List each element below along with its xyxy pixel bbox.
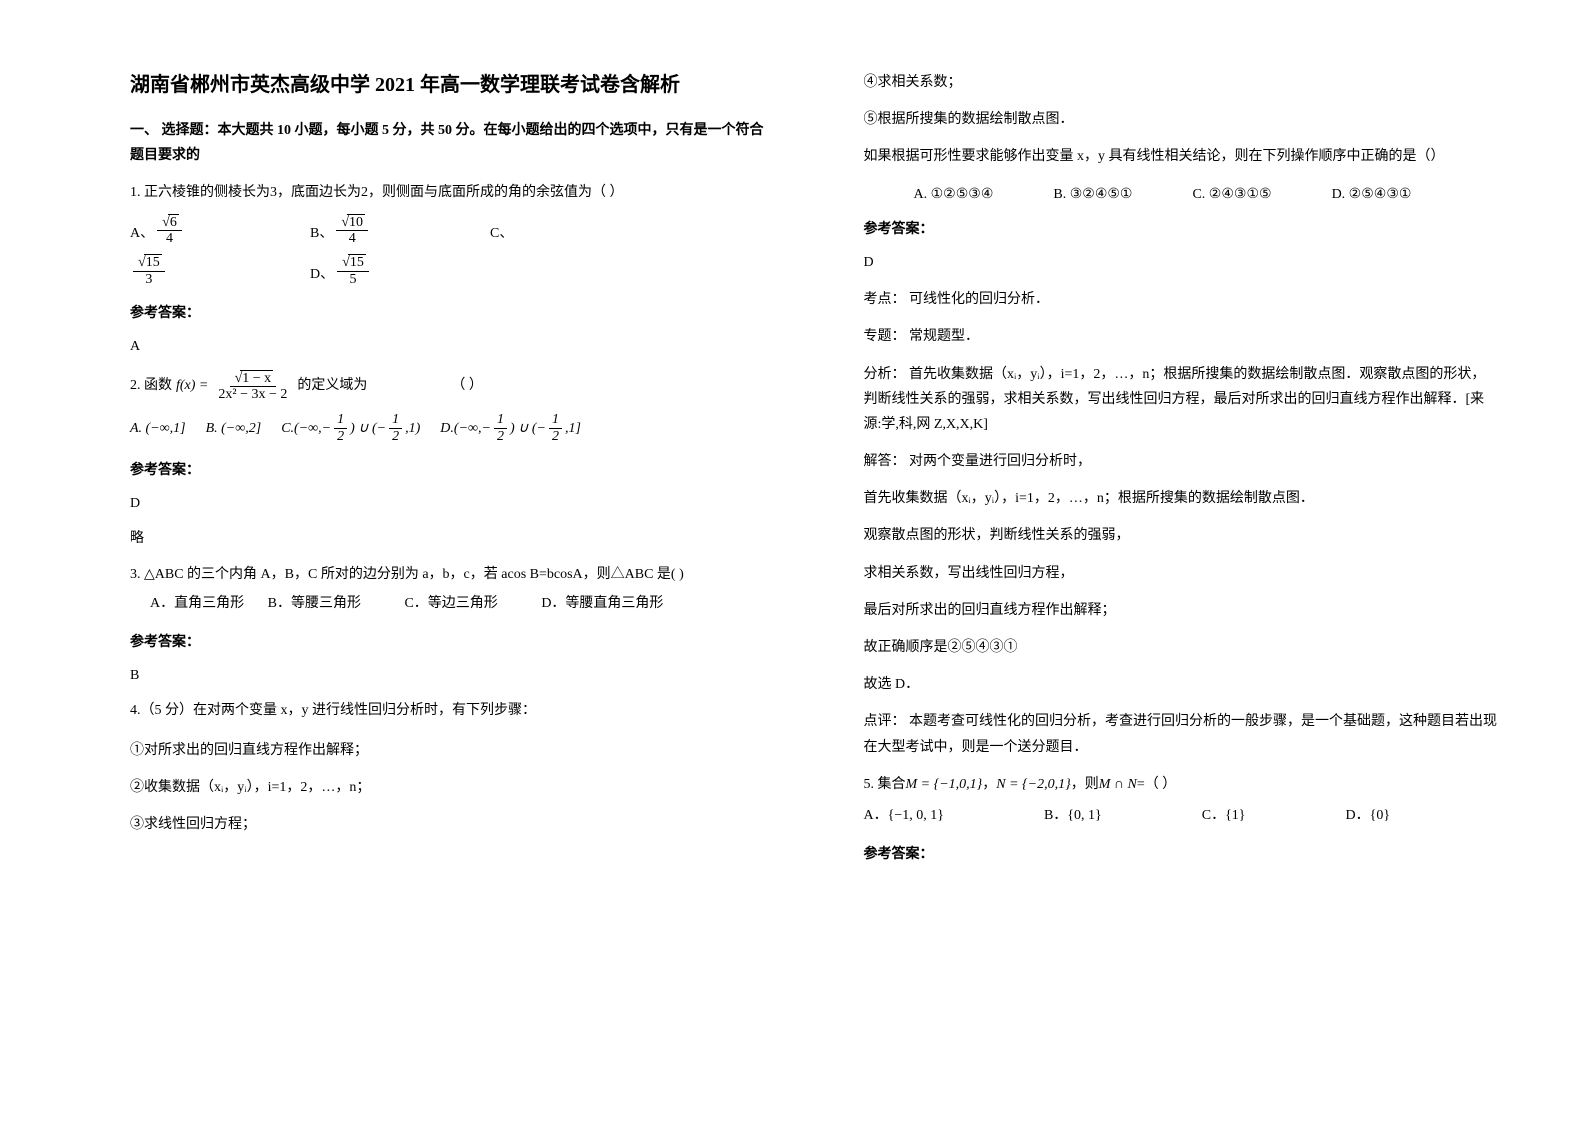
q1-option-b: B、 10 4 bbox=[310, 214, 490, 247]
q4-jieda-3: 观察散点图的形状，判断线性关系的强弱， bbox=[864, 523, 1498, 548]
q3-options: A．直角三角形 B．等腰三角形 C．等边三角形 D．等腰直角三角形 bbox=[150, 591, 764, 616]
q3-answer: B bbox=[130, 663, 764, 688]
q4-jieda-6: 故正确顺序是②⑤④③① bbox=[864, 635, 1498, 660]
right-column: ④求相关系数； ⑤根据所搜集的数据绘制散点图． 如果根据可形性要求能够作出变量 … bbox=[814, 70, 1528, 1082]
q1-answer: A bbox=[130, 334, 764, 359]
question-4: 4.（5 分）在对两个变量 x，y 进行线性回归分析时，有下列步骤： bbox=[130, 698, 764, 723]
q4-step-2: ②收集数据（xᵢ，yᵢ），i=1，2，…，n； bbox=[130, 775, 764, 800]
q4-jieda-2: 首先收集数据（xᵢ，yᵢ），i=1，2，…，n；根据所搜集的数据绘制散点图． bbox=[864, 486, 1498, 511]
question-3: 3. △ABC 的三个内角 A，B，C 所对的边分别为 a，b，c，若 acos… bbox=[130, 562, 764, 616]
q4-answer-label: 参考答案： bbox=[864, 217, 1498, 242]
q1-stem: 1. 正六棱锥的侧棱长为3，底面边长为2，则侧面与底面所成的角的余弦值为（ ） bbox=[130, 180, 764, 205]
q5-stem: 5. 集合 M = {−1,0,1} ， N = {−2,0,1} ，则 M ∩… bbox=[864, 772, 1498, 797]
question-1: 1. 正六棱锥的侧棱长为3，底面边长为2，则侧面与底面所成的角的余弦值为（ ） … bbox=[130, 180, 764, 287]
q5-option-b: B．{0, 1} bbox=[1044, 803, 1102, 828]
q5-option-d: D．{0} bbox=[1346, 803, 1391, 828]
q4-fenxi: 分析： 首先收集数据（xᵢ，yᵢ），i=1，2，…，n；根据所搜集的数据绘制散点… bbox=[864, 362, 1498, 438]
q4-step-4: ④求相关系数； bbox=[864, 70, 1498, 95]
q4-kaodian: 考点： 可线性化的回归分析． bbox=[864, 287, 1498, 312]
exam-title: 湖南省郴州市英杰高级中学 2021 年高一数学理联考试卷含解析 bbox=[130, 70, 764, 100]
q5-option-a: A．{−1, 0, 1} bbox=[864, 803, 944, 828]
q4-stem: 4.（5 分）在对两个变量 x，y 进行线性回归分析时，有下列步骤： bbox=[130, 698, 764, 723]
q2-stem: 2. 函数 f(x) = 1 − x 2x² − 3x − 2 的定义域为 （ … bbox=[130, 370, 764, 403]
q4-jieda-4: 求相关系数，写出线性回归方程， bbox=[864, 561, 1498, 586]
q4-option-b: B. ③②④⑤① bbox=[1053, 182, 1132, 207]
q2-answer-label: 参考答案： bbox=[130, 458, 764, 483]
q5-option-c: C．{1} bbox=[1202, 803, 1246, 828]
q5-options: A．{−1, 0, 1} B．{0, 1} C．{1} D．{0} bbox=[864, 803, 1498, 828]
q3-option-a: A．直角三角形 bbox=[150, 596, 244, 611]
q2-note: 略 bbox=[130, 526, 764, 551]
q1-option-c: 15 3 bbox=[130, 254, 310, 287]
q2-option-d: D. (−∞,− 12 ) ∪ (− 12 ,1] bbox=[440, 412, 581, 444]
q4-option-c: C. ②④③①⑤ bbox=[1192, 182, 1271, 207]
q3-answer-label: 参考答案： bbox=[130, 630, 764, 655]
q1-option-a: A、 6 4 bbox=[130, 214, 310, 247]
q1-option-c-prefix: C、 bbox=[490, 221, 513, 246]
q4-dianping: 点评： 本题考查可线性化的回归分析，考查进行回归分析的一般步骤，是一个基础题，这… bbox=[864, 709, 1498, 759]
q4-step-5: ⑤根据所搜集的数据绘制散点图． bbox=[864, 107, 1498, 132]
q4-answer: D bbox=[864, 250, 1498, 275]
q1-options-row-2: 15 3 D、 15 5 bbox=[130, 254, 764, 287]
q2-option-b: B. (−∞,2] bbox=[206, 416, 262, 441]
q4-jieda-label: 解答： 对两个变量进行回归分析时， bbox=[864, 449, 1498, 474]
q4-option-a: A. ①②⑤③④ bbox=[914, 182, 994, 207]
q4-jieda-5: 最后对所求出的回归直线方程作出解释； bbox=[864, 598, 1498, 623]
q3-option-d: D．等腰直角三角形 bbox=[541, 596, 663, 611]
question-5: 5. 集合 M = {−1,0,1} ， N = {−2,0,1} ，则 M ∩… bbox=[864, 772, 1498, 828]
q3-option-c: C．等边三角形 bbox=[404, 596, 497, 611]
q4-step-3: ③求线性回归方程； bbox=[130, 812, 764, 837]
q3-stem: 3. △ABC 的三个内角 A，B，C 所对的边分别为 a，b，c，若 acos… bbox=[130, 562, 764, 587]
left-column: 湖南省郴州市英杰高级中学 2021 年高一数学理联考试卷含解析 一、 选择题：本… bbox=[100, 70, 814, 1082]
q4-option-d: D. ②⑤④③① bbox=[1332, 182, 1412, 207]
q4-jieda-7: 故选 D． bbox=[864, 672, 1498, 697]
q4-zhuanti: 专题： 常规题型． bbox=[864, 324, 1498, 349]
question-2: 2. 函数 f(x) = 1 − x 2x² − 3x − 2 的定义域为 （ … bbox=[130, 370, 764, 445]
q2-options: A. (−∞,1] B. (−∞,2] C. (−∞,− 12 ) ∪ (− 1… bbox=[130, 412, 764, 444]
section-1-intro: 一、 选择题：本大题共 10 小题，每小题 5 分，共 50 分。在每小题给出的… bbox=[130, 118, 764, 168]
q2-answer: D bbox=[130, 491, 764, 516]
q4-step-1: ①对所求出的回归直线方程作出解释； bbox=[130, 738, 764, 763]
q1-options-row-1: A、 6 4 B、 10 4 C、 bbox=[130, 214, 764, 247]
q2-option-a: A. (−∞,1] bbox=[130, 416, 186, 441]
q3-option-b: B．等腰三角形 bbox=[268, 596, 361, 611]
q1-answer-label: 参考答案： bbox=[130, 301, 764, 326]
q4-options: A. ①②⑤③④ B. ③②④⑤① C. ②④③①⑤ D. ②⑤④③① bbox=[914, 182, 1498, 207]
q5-answer-label: 参考答案： bbox=[864, 842, 1498, 867]
q1-option-d: D、 15 5 bbox=[310, 254, 372, 287]
q2-option-c: C. (−∞,− 12 ) ∪ (− 12 ,1) bbox=[281, 412, 420, 444]
q4-prompt: 如果根据可形性要求能够作出变量 x，y 具有线性相关结论，则在下列操作顺序中正确… bbox=[864, 144, 1498, 169]
